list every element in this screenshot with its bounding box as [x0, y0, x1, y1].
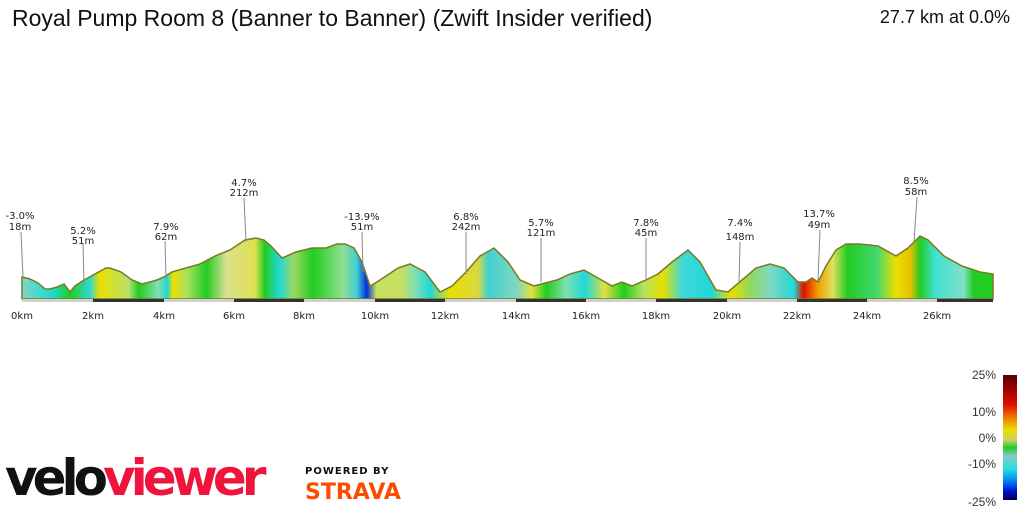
km-bar-12 — [867, 299, 937, 302]
km-bar-11 — [797, 299, 867, 302]
legend-label-25: 25% — [971, 368, 996, 382]
km-bar-6 — [445, 299, 516, 302]
svg-text:2km: 2km — [82, 311, 104, 322]
svg-text:45m: 45m — [635, 228, 657, 239]
svg-text:14km: 14km — [502, 311, 530, 322]
climb-annotations — [20, 196, 918, 286]
svg-text:7.8%: 7.8% — [633, 218, 658, 229]
svg-text:242m: 242m — [452, 222, 481, 233]
svg-text:8.5%: 8.5% — [903, 176, 928, 187]
gradient-colorbar-legend: 25% 10% 0% -10% -25% — [960, 368, 1024, 509]
svg-text:4km: 4km — [153, 311, 175, 322]
svg-text:212m: 212m — [230, 188, 259, 199]
km-bar-10 — [727, 299, 797, 302]
svg-text:12km: 12km — [431, 311, 459, 322]
svg-text:22km: 22km — [783, 311, 811, 322]
svg-text:62m: 62m — [155, 232, 177, 243]
legend-label-0: 0% — [978, 431, 996, 445]
elevation-profile-chart: 0km 2km 4km 6km 8km 10km 12km 14km 16km … — [5, 176, 994, 322]
svg-text:6km: 6km — [223, 311, 245, 322]
elevation-area — [21, 235, 994, 300]
km-bar-5 — [375, 299, 445, 302]
svg-text:0km: 0km — [11, 311, 33, 322]
svg-text:49m: 49m — [808, 220, 830, 231]
km-bar-2 — [164, 299, 234, 302]
svg-text:13.7%: 13.7% — [803, 209, 835, 220]
km-bar-3 — [234, 299, 304, 302]
legend-label-minus10: -10% — [967, 457, 996, 471]
route-title: Royal Pump Room 8 (Banner to Banner) (Zw… — [12, 5, 653, 31]
svg-text:26km: 26km — [923, 311, 951, 322]
svg-text:51m: 51m — [351, 222, 373, 233]
km-bar-0 — [22, 299, 93, 302]
km-bar-8 — [586, 299, 656, 302]
svg-text:-13.9%: -13.9% — [344, 212, 379, 223]
svg-text:8km: 8km — [293, 311, 315, 322]
svg-text:18km: 18km — [642, 311, 670, 322]
svg-text:7.4%: 7.4% — [727, 218, 752, 229]
km-bar-1 — [93, 299, 164, 302]
svg-text:4.7%: 4.7% — [231, 178, 256, 189]
svg-text:-3.0%: -3.0% — [5, 211, 34, 222]
svg-text:6.8%: 6.8% — [453, 212, 478, 223]
x-axis-ticks: 0km 2km 4km 6km 8km 10km 12km 14km 16km … — [11, 311, 951, 322]
strava-logo: STRAVA — [305, 480, 401, 505]
veloviewer-logo: veloviewer — [5, 449, 266, 507]
route-summary: 27.7 km at 0.0% — [879, 7, 1010, 27]
svg-text:121m: 121m — [527, 228, 556, 239]
legend-label-10: 10% — [971, 405, 996, 419]
svg-text:24km: 24km — [853, 311, 881, 322]
climb-annotation-labels: -3.0% 18m 5.2% 62m 51m 7.9% 62m 4.7% 212… — [5, 176, 928, 247]
km-bar-7 — [516, 299, 586, 302]
gradient-colorbar — [1003, 375, 1017, 500]
svg-text:16km: 16km — [572, 311, 600, 322]
svg-text:58m: 58m — [905, 187, 927, 198]
svg-text:5.7%: 5.7% — [528, 218, 553, 229]
svg-text:7.9%: 7.9% — [153, 222, 178, 233]
svg-text:51m: 51m — [72, 236, 94, 247]
svg-text:148m: 148m — [726, 232, 755, 243]
km-bar-13 — [937, 299, 993, 302]
km-bar-4 — [304, 299, 375, 302]
powered-by-label: POWERED BY — [305, 466, 390, 477]
svg-text:20km: 20km — [713, 311, 741, 322]
svg-text:10km: 10km — [361, 311, 389, 322]
svg-text:18m: 18m — [9, 222, 31, 233]
km-bar-9 — [656, 299, 727, 302]
legend-label-minus25: -25% — [967, 495, 996, 509]
svg-text:5.2%: 5.2% — [70, 226, 95, 237]
